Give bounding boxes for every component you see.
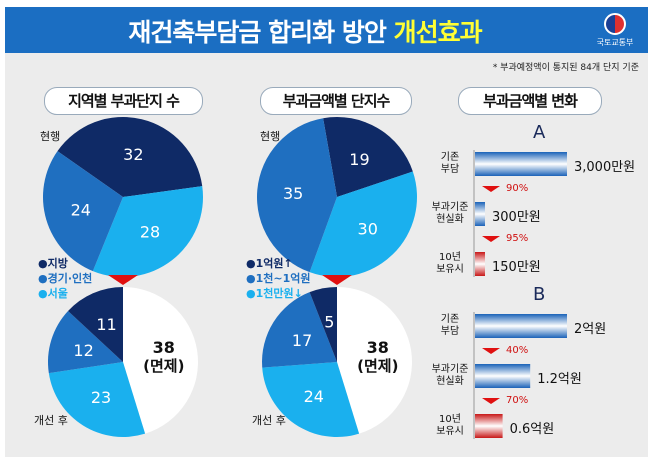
legend-item: ●1천만원↓ <box>246 287 303 300</box>
bar-value-label: 2억원 <box>574 322 607 337</box>
taegeuk-icon <box>604 13 626 35</box>
pie-slice <box>337 287 413 434</box>
pie-label: 17 <box>292 331 312 350</box>
section-title-region: 지역별 부과단지 수 <box>44 87 203 115</box>
pie-label: 19 <box>349 150 369 169</box>
title-main: 재건축부담금 합리화 방안 <box>128 18 386 47</box>
section-title-amount: 부과금액별 단지수 <box>260 87 412 115</box>
pie-label: 28 <box>140 223 160 242</box>
pie-slice <box>309 287 337 362</box>
down-arrow-icon <box>482 398 500 404</box>
pie-slice <box>257 118 337 273</box>
pie-label: 23 <box>91 388 111 407</box>
title-banner: 재건축부담금 합리화 방안 개선효과 국토교통부 <box>5 7 648 53</box>
legend-item: ●서울 <box>38 287 68 300</box>
reduction-percent: 70% <box>506 395 529 406</box>
pie-label: 24 <box>71 200 91 219</box>
bar-value-label: 1.2억원 <box>537 372 582 387</box>
pie-label: 32 <box>123 145 143 164</box>
down-arrow-icon <box>482 348 500 354</box>
ministry-logo: 국토교통부 <box>590 11 640 48</box>
pie-label: 5 <box>324 312 334 331</box>
pie-label: 30 <box>358 219 378 238</box>
pie-slice <box>323 117 413 197</box>
section-letter: A <box>533 122 546 143</box>
legend-item: ●지방 <box>38 257 68 270</box>
bar-category-label: 기존 부담 <box>440 314 460 337</box>
bar-value-label: 150만원 <box>492 260 541 275</box>
label-current-1: 현행 <box>40 130 61 143</box>
bar <box>475 252 485 276</box>
pie-label: 24 <box>304 387 324 406</box>
down-arrow-icon <box>108 275 138 285</box>
label-after-2: 개선 후 <box>252 414 286 427</box>
label-current-2: 현행 <box>260 130 281 143</box>
bar <box>475 364 531 388</box>
reduction-percent: 40% <box>506 345 529 356</box>
section-title-change: 부과금액별 변화 <box>458 87 602 115</box>
label-after-1: 개선 후 <box>34 414 68 427</box>
bar-value-label: 0.6억원 <box>509 422 555 437</box>
pie-slice <box>92 186 203 277</box>
pie-label: 38 <box>367 338 389 357</box>
title-highlight: 개선효과 <box>393 18 483 47</box>
legend-item: ●1천~1억원 <box>246 272 311 285</box>
logo-text: 국토교통부 <box>596 38 634 47</box>
pie-label: 12 <box>73 341 93 360</box>
pie-slice <box>48 362 146 437</box>
legend-region: ●지방 ●경기·인천 ●서울 <box>38 256 92 301</box>
bar-value-label: 300만원 <box>492 210 541 225</box>
down-arrow-icon <box>322 275 352 285</box>
pie-slice <box>123 287 199 434</box>
reduction-percent: 90% <box>506 183 529 194</box>
pie-slice <box>48 310 124 374</box>
pie-label: (면제) <box>143 357 184 375</box>
pie-slice <box>68 287 123 362</box>
pie-slice <box>57 116 203 197</box>
page-title: 재건축부담금 합리화 방안 개선효과 <box>5 13 605 49</box>
pie-label: 11 <box>96 315 116 334</box>
footnote: * 부과예정액이 통지된 84개 단지 기준 <box>492 63 639 73</box>
section-letter: B <box>533 284 546 305</box>
down-arrow-icon <box>482 236 500 242</box>
bar <box>475 152 567 176</box>
pie-slice <box>262 362 360 437</box>
bar-category-label: 10년 보유시 <box>436 252 464 275</box>
pie-slice <box>43 151 123 272</box>
pie-slice <box>262 292 337 368</box>
pie-label: 35 <box>283 184 303 203</box>
bar-category-label: 부과기준 현실화 <box>431 202 469 225</box>
reduction-percent: 95% <box>506 233 529 244</box>
bar-category-label: 부과기준 현실화 <box>431 364 469 387</box>
legend-item: ●경기·인천 <box>38 272 93 285</box>
pie-label: 38 <box>153 338 175 357</box>
bar <box>475 414 503 438</box>
pie-slice <box>309 171 418 278</box>
bar <box>475 314 567 338</box>
down-arrow-icon <box>482 186 500 192</box>
legend-item: ●1억원↑ <box>246 257 293 270</box>
pie-label: (면제) <box>357 357 398 375</box>
bar-category-label: 10년 보유시 <box>436 414 464 437</box>
bar <box>475 202 485 226</box>
bar-value-label: 3,000만원 <box>574 160 636 175</box>
bar-category-label: 기존 부담 <box>440 152 460 175</box>
legend-amount: ●1억원↑ ●1천~1억원 ●1천만원↓ <box>246 256 310 301</box>
